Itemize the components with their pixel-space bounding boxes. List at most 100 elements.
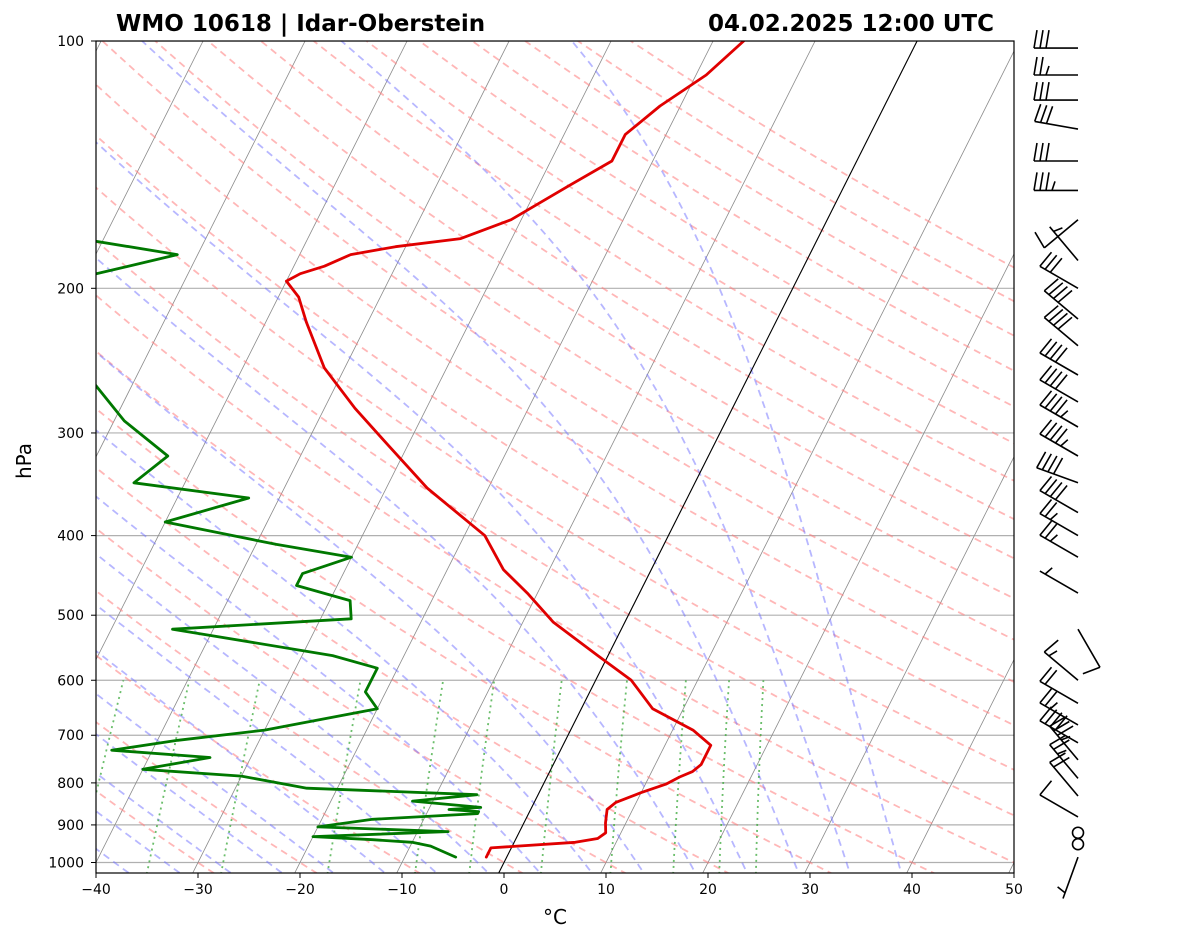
- chart-title-datetime: 04.02.2025 12:00 UTC: [708, 11, 994, 37]
- wind-barb: [1049, 752, 1079, 797]
- wind-barb: [1043, 278, 1079, 320]
- moist-adiabat-0: [96, 552, 490, 873]
- zero-degree-isotherm: [498, 41, 918, 873]
- y-tick-label: 200: [57, 281, 84, 297]
- wind-barb: [1034, 219, 1079, 249]
- dry-adiabats: [96, 41, 1014, 873]
- x-tick-label: 10: [597, 882, 615, 898]
- isotherm--20: [294, 41, 714, 873]
- wind-barb: [1039, 475, 1079, 514]
- moist-adiabat-40: [571, 41, 903, 873]
- isotherm-40: [906, 658, 1014, 873]
- moist-adiabats: [96, 41, 903, 873]
- wind-barb: [1033, 56, 1078, 76]
- wind-barb: [1039, 567, 1079, 594]
- wind-barb: [1039, 365, 1079, 403]
- dry-adiabat-20: [96, 466, 731, 873]
- isotherm--60: [96, 41, 306, 458]
- dry-adiabat-100: [101, 41, 1014, 641]
- moist-adiabat-5: [96, 495, 542, 873]
- y-tick-label: 800: [57, 776, 84, 792]
- wind-barb: [1049, 716, 1079, 761]
- wind-barb: [1043, 639, 1079, 681]
- mixing-ratio-16: [718, 680, 730, 873]
- isotherm--50: [96, 41, 408, 661]
- mixing-ratio-12: [672, 680, 687, 873]
- x-tick-label: 20: [699, 882, 717, 898]
- moist-adiabat--20: [96, 733, 284, 873]
- x-tick-label: 0: [500, 882, 509, 898]
- plot-frame: [95, 40, 1015, 874]
- x-tick-label: −30: [183, 882, 213, 898]
- dry-adiabat-0: [96, 589, 525, 873]
- wind-barb: [1033, 81, 1078, 101]
- y-axis-label: hPa: [12, 443, 36, 479]
- dry-adiabat-50: [96, 294, 1014, 864]
- wind-barb: [1049, 226, 1079, 262]
- wind-barb: [1077, 628, 1101, 675]
- dry-adiabat-80: [96, 134, 1014, 727]
- wind-barb: [1039, 706, 1079, 744]
- chart-title-station: WMO 10618 | Idar-Oberstein: [116, 11, 485, 37]
- x-tick-label: 40: [903, 882, 921, 898]
- y-tick-label: 900: [57, 818, 84, 834]
- moist-adiabat-15: [96, 350, 645, 873]
- x-tick-label: −20: [285, 882, 315, 898]
- wind-barb: [1039, 498, 1079, 537]
- wind-barb: [1033, 172, 1078, 192]
- wind-barb: [1039, 688, 1079, 726]
- y-tick-label: 500: [57, 608, 84, 624]
- temperature-profile: [284, 41, 746, 859]
- moist-adiabat-25: [96, 140, 749, 873]
- wind-barb: [1039, 419, 1079, 457]
- wind-barb: [1039, 780, 1079, 818]
- y-tick-label: 100: [57, 34, 84, 50]
- isobar-grid: [96, 41, 1014, 864]
- dewpoint-profile: [96, 239, 483, 859]
- dry-adiabat-40: [96, 350, 936, 873]
- wind-barb: [1033, 103, 1079, 130]
- moist-adiabat--25: [96, 771, 233, 873]
- dry-adiabat-140: [313, 41, 1014, 482]
- x-tick-label: −40: [81, 882, 111, 898]
- wind-barb: [1039, 666, 1079, 704]
- x-tick-label: −10: [387, 882, 417, 898]
- dry-adiabat-70: [96, 186, 1014, 771]
- profiles: [96, 41, 746, 859]
- x-tick-label: 30: [801, 882, 819, 898]
- wind-barb: [1033, 142, 1078, 162]
- x-axis-label: °C: [543, 905, 567, 929]
- y-tick-label: 1000: [48, 856, 84, 872]
- isotherm--70: [96, 41, 204, 255]
- moist-adiabat-10: [96, 429, 594, 873]
- zero-isotherm-line: [498, 41, 918, 873]
- moist-adiabat--10: [96, 649, 387, 873]
- x-axis-ticks: −40 −30 −20 −10 0 10 20 30 40 50: [81, 873, 1023, 898]
- y-axis-ticks: 1000 900 800 700 600 500 400 300 200 100: [48, 34, 96, 872]
- moist-adiabat-30: [141, 41, 800, 873]
- y-tick-label: 600: [57, 673, 84, 689]
- dry-adiabat-90: [96, 83, 1014, 683]
- wind-barb: [1043, 305, 1079, 347]
- dry-adiabat-10: [96, 527, 628, 873]
- dry-adiabat-110: [154, 41, 1014, 600]
- wind-barb: [1039, 338, 1079, 376]
- isotherm--10: [396, 41, 816, 873]
- wind-barb: [1039, 251, 1079, 289]
- dry-adiabat--10: [96, 654, 422, 873]
- wind-barb: [1049, 734, 1079, 779]
- dry-adiabat-120: [207, 41, 1014, 560]
- y-tick-label: 300: [57, 426, 84, 442]
- x-tick-label: 50: [1005, 882, 1023, 898]
- wind-barb: [1039, 520, 1079, 558]
- mixing-ratio-lines: [96, 680, 765, 873]
- wind-barb: [1057, 856, 1079, 899]
- wind-barb: [1039, 390, 1079, 428]
- y-tick-label: 400: [57, 529, 84, 545]
- y-tick-label: 700: [57, 728, 84, 744]
- isotherm-10: [600, 50, 1014, 873]
- mixing-ratio-20: [754, 680, 765, 873]
